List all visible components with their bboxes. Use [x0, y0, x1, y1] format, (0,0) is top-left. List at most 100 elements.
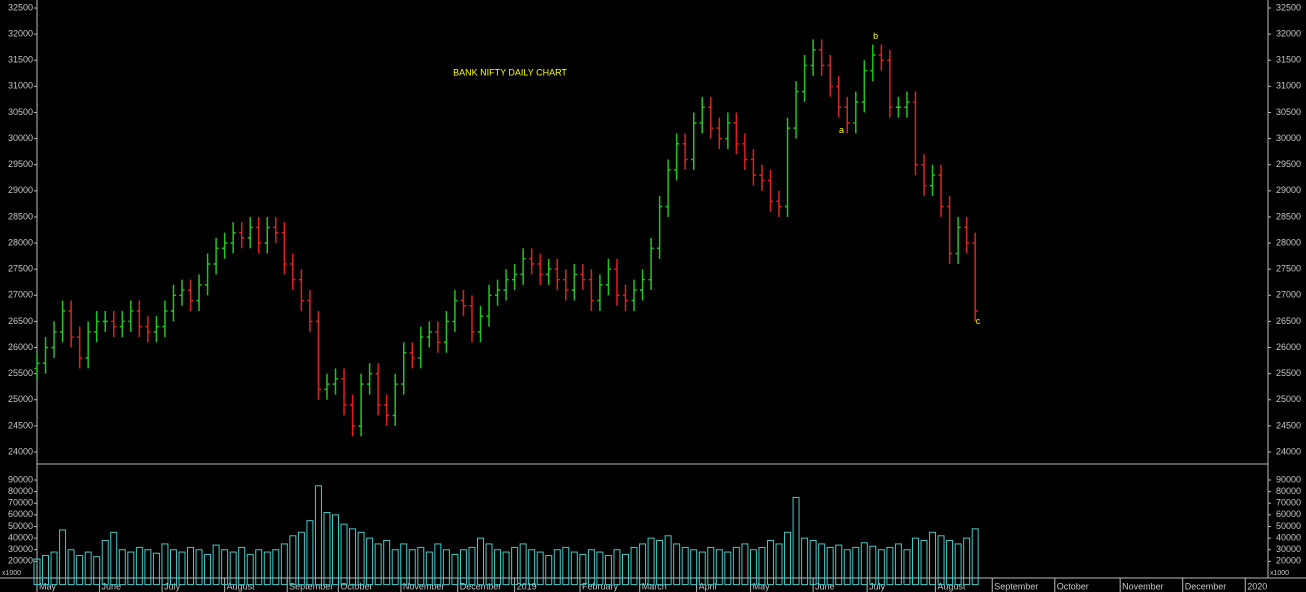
volume-bar — [33, 558, 41, 586]
x-tick-label: December — [1185, 581, 1227, 591]
volume-bar — [698, 551, 706, 586]
y-tick-label: 29500 — [1276, 159, 1301, 169]
y-tick-label: 29000 — [1276, 185, 1301, 195]
volume-bar — [596, 551, 604, 586]
y-tick-label: 30000 — [8, 133, 33, 143]
volume-bar — [545, 555, 553, 586]
volume-bar — [963, 537, 971, 586]
y2-tick-label: 60000 — [1276, 509, 1301, 519]
y2-tick-label: 70000 — [8, 498, 33, 508]
x-tick-label: October — [340, 581, 372, 591]
x-tick-label: May — [753, 581, 771, 591]
volume-bar — [383, 539, 391, 586]
volume-bar — [528, 549, 536, 586]
x-tick-label: June — [102, 581, 122, 591]
volume-bar — [758, 546, 766, 586]
annotation: b — [873, 31, 878, 41]
volume-bar — [135, 546, 143, 586]
volume-bar — [468, 546, 476, 586]
volume-bar — [212, 544, 220, 586]
volume-bar — [715, 549, 723, 586]
volume-bar — [911, 537, 919, 586]
volume-bar — [178, 551, 186, 586]
volume-bar — [894, 543, 902, 586]
y-tick-label: 28000 — [1276, 237, 1301, 247]
volume-bar — [391, 549, 399, 586]
y-tick-label: 28500 — [8, 211, 33, 221]
volume-bar — [400, 543, 408, 586]
y-tick-label: 25000 — [8, 394, 33, 404]
volume-bar — [297, 531, 305, 586]
volume-bar — [169, 549, 177, 586]
volume-bar — [766, 539, 774, 586]
y-tick-label: 32000 — [1276, 28, 1301, 38]
volume-bar — [238, 546, 246, 586]
y-tick-label: 27000 — [8, 290, 33, 300]
x-tick-label: November — [1122, 581, 1164, 591]
volume-bar — [76, 555, 84, 586]
volume-bar — [357, 531, 365, 586]
volume-bar — [801, 537, 809, 586]
y-tick-label: 25500 — [8, 368, 33, 378]
y2-tick-label: 30000 — [8, 544, 33, 554]
x-tick-label: September — [289, 581, 333, 591]
volume-bar — [417, 546, 425, 586]
volume-bar — [494, 549, 502, 586]
volume-bar — [903, 549, 911, 586]
x-tick-label: 2020 — [1247, 581, 1267, 591]
y-tick-label: 32000 — [8, 28, 33, 38]
y2-tick-label: 20000 — [1276, 556, 1301, 566]
volume-bar — [280, 543, 288, 586]
volume-bar — [724, 551, 732, 586]
volume-bar — [946, 539, 954, 586]
volume-bar — [459, 549, 467, 586]
volume-bar — [809, 539, 817, 586]
volume-bar — [152, 552, 160, 586]
volume-bar — [42, 555, 50, 586]
volume-bar — [221, 549, 229, 586]
volume-bar — [562, 546, 570, 586]
y2-tick-label: 70000 — [1276, 498, 1301, 508]
volume-bar — [587, 549, 595, 586]
volume-bar — [161, 543, 169, 586]
volume-bar — [741, 543, 749, 586]
y-tick-label: 31500 — [1276, 55, 1301, 65]
y2-tick-label: 30000 — [1276, 544, 1301, 554]
y-tick-label: 28000 — [8, 237, 33, 247]
x-tick-label: October — [1057, 581, 1089, 591]
volume-bar — [93, 556, 101, 586]
x-tick-label: September — [994, 581, 1038, 591]
volume-bar — [732, 546, 740, 586]
volume-bar — [255, 549, 263, 586]
volume-bar — [118, 549, 126, 586]
y-tick-label: 30000 — [1276, 133, 1301, 143]
annotation: a — [839, 125, 844, 135]
volume-bar — [263, 551, 271, 586]
volume-bar — [775, 543, 783, 586]
volume-bar — [502, 551, 510, 586]
y-tick-label: 31000 — [1276, 81, 1301, 91]
volume-bar — [204, 553, 212, 586]
x-tick-label: May — [39, 581, 57, 591]
volume-bar — [314, 485, 322, 586]
y-tick-label: 26000 — [8, 342, 33, 352]
volume-bar — [570, 551, 578, 586]
volume-bar — [477, 537, 484, 586]
x-tick-label: November — [403, 581, 445, 591]
volume-bar — [639, 543, 647, 586]
volume-bar — [613, 549, 621, 586]
chart-title: BANK NIFTY DAILY CHART — [453, 67, 567, 77]
x-tick-label: July — [164, 581, 181, 591]
volume-bar — [272, 549, 280, 586]
volume-bar — [647, 537, 655, 586]
volume-bar — [835, 544, 843, 586]
x-tick-label: July — [869, 581, 886, 591]
x-tick-label: June — [815, 581, 835, 591]
volume-bar — [187, 546, 195, 586]
y-tick-label: 29500 — [8, 159, 33, 169]
x-tick-label: August — [937, 581, 966, 591]
volume-bar — [604, 555, 612, 586]
volume-bar — [579, 553, 587, 586]
volume-bar — [622, 553, 629, 586]
